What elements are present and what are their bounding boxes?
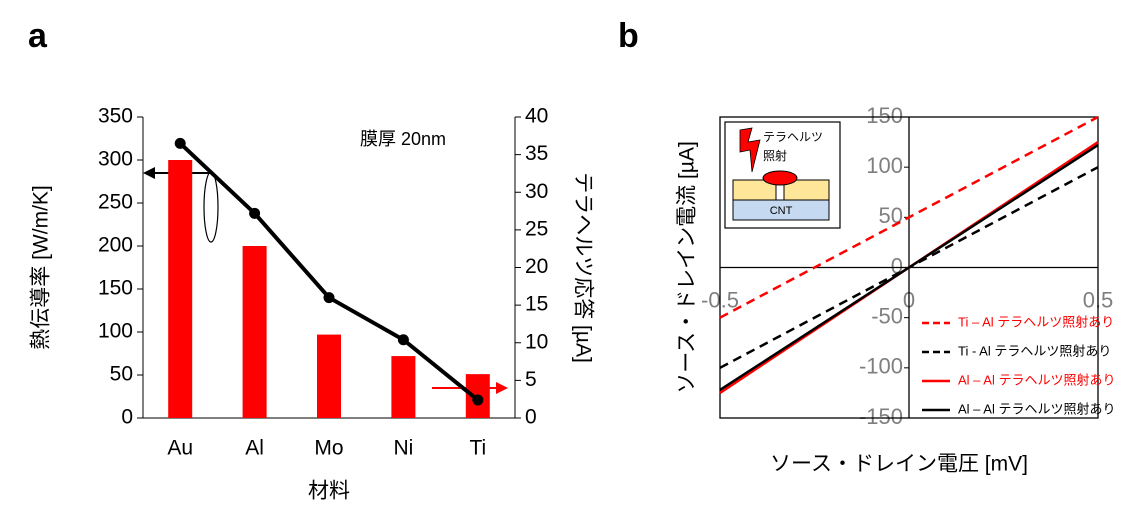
x-tick-label: Al: [245, 437, 264, 460]
y2-tick-label: 15: [525, 293, 548, 316]
y2-tick-label: 20: [525, 255, 548, 278]
figure: a 0 50 100 150 200 250 300 350 0 5 10 15 20 25 30 35 40 熱伝…: [0, 0, 1147, 509]
y-tick-label: 50: [110, 363, 133, 386]
left-axis-arrow-head: [143, 167, 155, 179]
bar: [391, 356, 415, 418]
bar: [317, 335, 341, 418]
legend-label: Al – Al テラヘルツ照射あり: [958, 372, 1115, 387]
legend-label: Al – Al テラヘルツ照射あり: [958, 401, 1115, 416]
y2-tick-label: 30: [525, 180, 548, 203]
bar: [168, 160, 192, 418]
y-tick-label: -50: [871, 303, 903, 328]
y-tick-label: 50: [879, 203, 903, 228]
y-axis-label: ソース・ドレイン電流 [µA]: [676, 141, 699, 394]
legend-label: Ti - Al テラヘルツ照射あり: [958, 343, 1111, 358]
point: [249, 208, 260, 219]
x-axis-label: 材料: [308, 480, 350, 503]
y2-tick-label: 25: [525, 217, 548, 240]
y-tick-label: 150: [98, 277, 133, 300]
point: [324, 292, 335, 303]
x-tick-label: Au: [167, 437, 193, 460]
y-tick-label: 150: [866, 103, 903, 128]
inset-label: 照射: [763, 148, 787, 163]
x-axis-label: ソース・ドレイン電圧 [mV]: [770, 453, 1028, 476]
x-tick-label: Mo: [314, 437, 343, 460]
right-axis-arrow-head: [496, 382, 508, 394]
y-tick-label: 200: [98, 234, 133, 257]
series-ellipse: [204, 172, 218, 242]
y-axis-label: 熱伝導率 [W/m/K]: [30, 185, 53, 350]
point: [175, 138, 186, 149]
inset-label: CNT: [770, 205, 793, 217]
y-tick-label: 350: [98, 105, 133, 128]
point: [398, 334, 409, 345]
point: [472, 394, 483, 405]
y2-tick-label: 35: [525, 142, 548, 165]
y2-tick-label: 5: [525, 368, 537, 391]
x-tick-label: Ti: [469, 437, 486, 460]
annotation: 膜厚 20nm: [360, 129, 446, 149]
panel-label: a: [28, 17, 48, 55]
inset-electrode: [763, 171, 797, 185]
y2-tick-label: 0: [525, 406, 537, 429]
legend-label: Ti – Al テラヘルツ照射あり: [958, 314, 1114, 329]
inset-label: テラヘルツ: [763, 130, 823, 144]
y2-axis-label: テラヘルツ応答 [µA]: [571, 172, 594, 363]
y-tick-label: -100: [859, 354, 903, 379]
y2-tick-label: 10: [525, 330, 548, 353]
y-tick-label: -150: [859, 404, 903, 429]
y-tick-label: 250: [98, 191, 133, 214]
y-tick-label: 0: [121, 406, 133, 429]
panel-label: b: [618, 17, 639, 55]
y-tick-label: 100: [98, 320, 133, 343]
bar: [243, 246, 267, 418]
y-tick-label: 300: [98, 148, 133, 171]
y2-tick-label: 40: [525, 105, 548, 128]
x-tick-label: Ni: [393, 437, 413, 460]
y-tick-label: 100: [866, 153, 903, 178]
